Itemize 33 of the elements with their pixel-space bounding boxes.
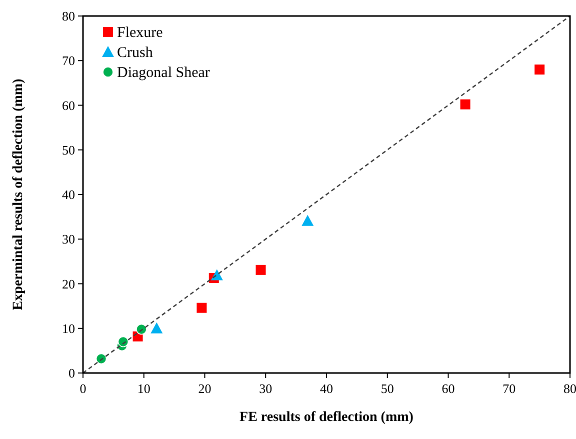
- x-tick-label: 20: [198, 381, 212, 396]
- y-tick-label: 30: [62, 232, 75, 247]
- x-tick-label: 80: [564, 381, 576, 396]
- y-tick-label: 40: [62, 187, 75, 202]
- y-axis-title: Expermintal results of deflection (mm): [11, 78, 26, 310]
- legend-label: Flexure: [117, 25, 164, 41]
- legend-label: Diagonal Shear: [117, 65, 210, 81]
- x-tick-label: 40: [320, 381, 333, 396]
- x-tick-label: 50: [380, 381, 394, 396]
- point: [302, 214, 314, 226]
- point: [256, 264, 266, 275]
- point: [118, 336, 129, 348]
- x-tick-label: 10: [137, 381, 150, 396]
- point: [96, 353, 107, 364]
- x-tick-label: 0: [80, 381, 86, 396]
- y-tick-label: 60: [62, 98, 75, 113]
- y-tick-label: 0: [68, 366, 75, 380]
- point: [460, 99, 470, 110]
- point: [136, 324, 147, 335]
- point: [150, 322, 163, 334]
- y-tick-label: 10: [62, 320, 75, 336]
- point: [210, 269, 223, 280]
- y-tick-label: 80: [62, 8, 75, 24]
- y-tick-label: 20: [62, 276, 75, 292]
- x-tick-label: 60: [442, 381, 455, 396]
- point: [534, 64, 545, 75]
- y-tick-label: 70: [62, 53, 75, 68]
- point: [196, 302, 207, 313]
- x-axis-title: FE results of deflection (mm): [240, 410, 414, 425]
- x-tick-label: 70: [502, 381, 516, 396]
- x-tick-label: 30: [259, 381, 272, 396]
- y-tick-label: 50: [62, 142, 75, 158]
- legend-label: Crush: [117, 45, 154, 61]
